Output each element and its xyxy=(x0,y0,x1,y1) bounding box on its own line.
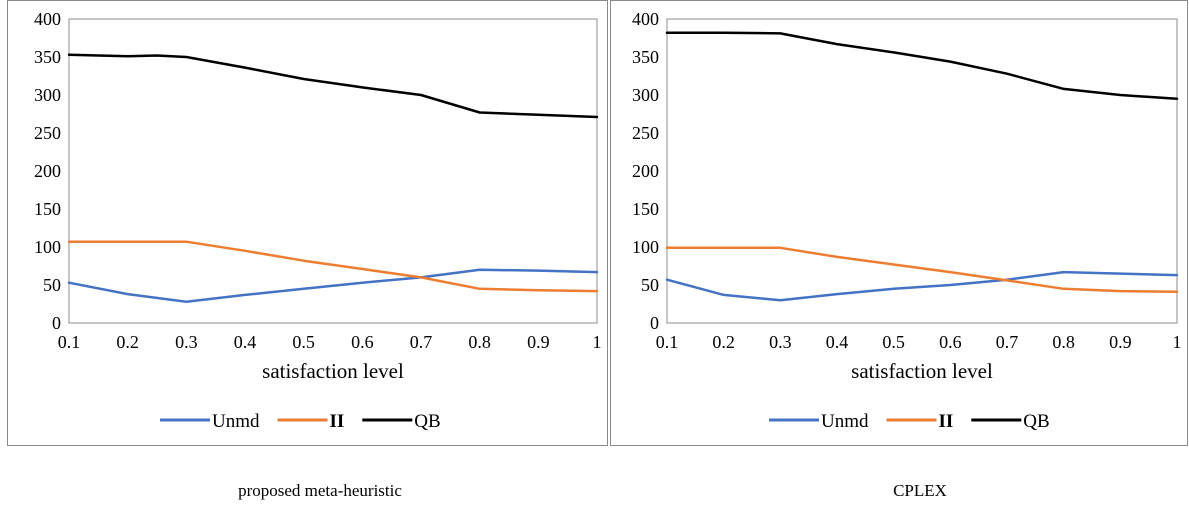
legend-item-ii: II xyxy=(886,411,954,432)
caption-right: CPLEX xyxy=(893,481,947,500)
legend-item-qb: QB xyxy=(971,411,1050,432)
legend-item-unmd: Unmd xyxy=(769,411,869,432)
y-tick-label: 300 xyxy=(34,85,61,105)
series-line-qb xyxy=(665,31,1179,101)
caption-left: proposed meta-heuristic xyxy=(238,481,402,500)
x-axis-label: satisfaction level xyxy=(262,359,404,383)
series-line-qb xyxy=(67,53,599,119)
y-tick-label: 150 xyxy=(34,199,61,219)
y-tick-label: 250 xyxy=(632,123,659,143)
legend-label: QB xyxy=(1023,411,1049,432)
y-tick-label: 100 xyxy=(34,237,61,257)
y-tick-label: 200 xyxy=(34,161,61,181)
plot-area xyxy=(68,18,598,324)
y-tick-label: 400 xyxy=(632,9,659,29)
legend-label: II xyxy=(939,411,954,432)
x-axis-label: satisfaction level xyxy=(851,359,993,383)
legend-label: QB xyxy=(414,411,440,432)
series-line-ii xyxy=(665,246,1179,294)
x-tick-label: 0.4 xyxy=(234,332,257,352)
x-tick-label: 0.5 xyxy=(882,332,905,352)
series-line-unmd xyxy=(67,268,599,303)
legend-label: Unmd xyxy=(821,411,869,432)
x-tick-label: 0.5 xyxy=(292,332,315,352)
legend-item-ii: II xyxy=(277,411,345,432)
chart-panel-left: 0 50 100 150 200 250 300 350 400 0.1 0.2 0.3 0.4 0.5 0… xyxy=(7,0,608,446)
series-line-ii xyxy=(67,240,599,293)
x-tick-label: 0.7 xyxy=(996,332,1019,352)
y-tick-label: 50 xyxy=(641,275,659,295)
x-tick-label: 0.6 xyxy=(939,332,962,352)
y-tick-label: 100 xyxy=(632,237,659,257)
y-tick-label: 0 xyxy=(650,313,659,333)
y-tick-label: 50 xyxy=(43,275,61,295)
y-tick-label: 200 xyxy=(632,161,659,181)
x-tick-label: 0.2 xyxy=(712,332,735,352)
x-tick-label: 0.3 xyxy=(769,332,792,352)
x-tick-label: 0.1 xyxy=(58,332,81,352)
y-tick-label: 350 xyxy=(632,47,659,67)
x-tick-label: 0.1 xyxy=(656,332,679,352)
x-tick-label: 0.4 xyxy=(826,332,849,352)
x-tick-label: 1 xyxy=(593,332,602,352)
x-tick-label: 0.3 xyxy=(175,332,198,352)
x-tick-label: 0.9 xyxy=(1109,332,1132,352)
legend-item-qb: QB xyxy=(362,411,441,432)
y-tick-label: 350 xyxy=(34,47,61,67)
x-tick-label: 0.8 xyxy=(1052,332,1075,352)
chart-panel-right: 0 50 100 150 200 250 300 350 400 0.1 0.2 0.3 0.4 0.5 0… xyxy=(610,0,1188,446)
chart-right: 0 50 100 150 200 250 300 350 400 0.1 0.2 0.3 0.4 0.5 0… xyxy=(632,9,1182,432)
x-tick-label: 0.2 xyxy=(116,332,139,352)
x-tick-label: 0.7 xyxy=(410,332,433,352)
legend-label: Unmd xyxy=(212,411,260,432)
y-tick-label: 250 xyxy=(34,123,61,143)
y-tick-label: 150 xyxy=(632,199,659,219)
y-tick-label: 400 xyxy=(34,9,61,29)
y-tick-label: 300 xyxy=(632,85,659,105)
series-line-unmd xyxy=(665,270,1179,302)
x-tick-label: 0.6 xyxy=(351,332,374,352)
x-tick-label: 0.8 xyxy=(468,332,491,352)
x-tick-label: 0.9 xyxy=(527,332,550,352)
plot-area xyxy=(666,18,1178,324)
chart-left: 0 50 100 150 200 250 300 350 400 0.1 0.2 0.3 0.4 0.5 0… xyxy=(34,9,602,432)
y-tick-label: 0 xyxy=(52,313,61,333)
x-tick-label: 1 xyxy=(1173,332,1182,352)
legend-item-unmd: Unmd xyxy=(160,411,260,432)
legend-label: II xyxy=(330,411,345,432)
